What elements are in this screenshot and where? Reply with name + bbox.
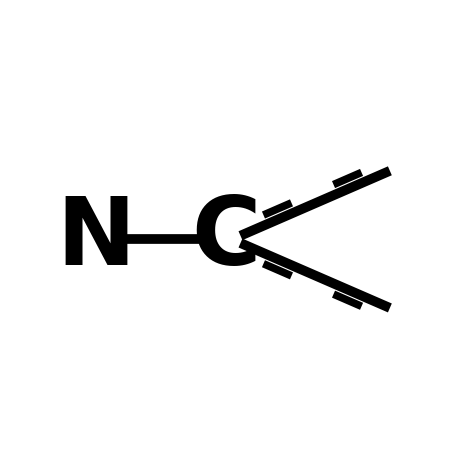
Text: N: N (56, 193, 136, 285)
Text: C: C (191, 193, 261, 285)
